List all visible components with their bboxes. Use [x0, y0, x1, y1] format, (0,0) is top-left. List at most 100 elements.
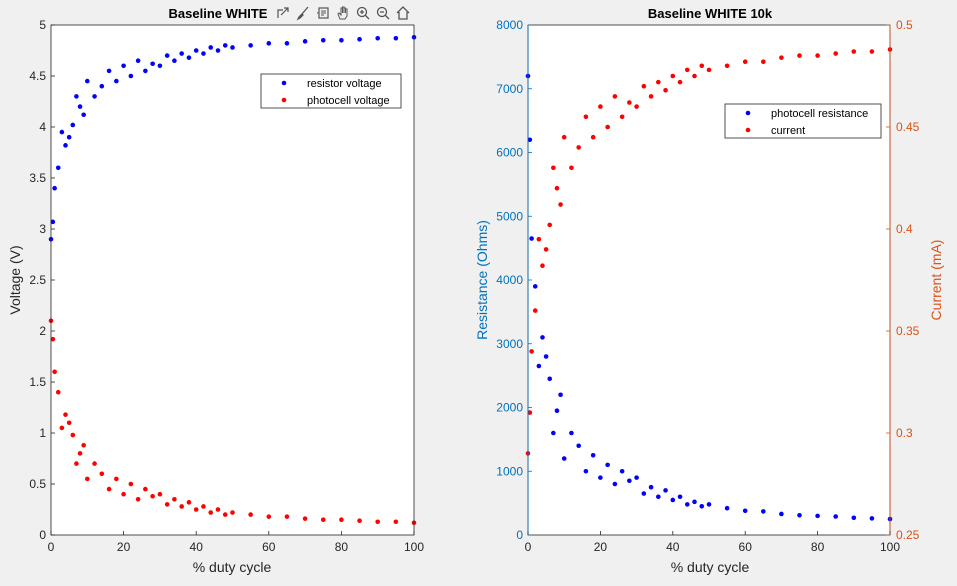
- right-series-1-point-28: [684, 67, 690, 73]
- right-series-1-point-40: [869, 49, 875, 54]
- right-series-1-point-31: [706, 67, 712, 73]
- left-plot-area: [51, 25, 414, 535]
- right-chart: 0 20 40 60 80 100 0 1000 2000 3000 4000 5000 6000 70…: [474, 6, 944, 575]
- home-button[interactable]: [394, 4, 412, 22]
- export-icon: [277, 7, 289, 18]
- export-button[interactable]: [274, 4, 292, 22]
- right-series-1-point-13: [576, 145, 581, 150]
- left-series-1-point-31: [230, 510, 235, 515]
- left-chart-title: Baseline WHITE: [169, 6, 268, 21]
- brush-button[interactable]: [294, 4, 312, 22]
- left-series-1-point-7: [70, 432, 76, 438]
- pan-icon: [337, 6, 348, 20]
- left-series-0-point-24: [179, 51, 184, 56]
- right-plot-area: [528, 25, 890, 535]
- left-series-1-point-29: [215, 507, 221, 512]
- right-y2-tick-label-4: 0.45: [896, 120, 920, 134]
- right-series-1-point-5: [540, 263, 545, 269]
- left-series-1-point-13: [99, 471, 105, 477]
- right-series-1-point-34: [761, 59, 766, 65]
- left-x-tick-label-1: 20: [117, 540, 131, 554]
- right-y2-tick-label-1: 0.3: [896, 426, 913, 440]
- right-y-tick-label-1: 1000: [496, 464, 523, 478]
- right-series-1-point-9: [554, 185, 560, 191]
- right-series-1-point-26: [670, 73, 676, 79]
- left-series-1-point-14: [106, 486, 112, 492]
- right-series-0-point-33: [742, 508, 748, 514]
- zoom-out-button[interactable]: [374, 4, 392, 22]
- right-series-0-point-16: [598, 475, 603, 480]
- left-legend-label-0: resistor voltage: [307, 78, 382, 90]
- left-series-0-point-11: [85, 78, 90, 84]
- left-series-1-point-18: [135, 497, 141, 502]
- right-series-0-point-27: [677, 494, 683, 500]
- zoom-in-button[interactable]: [354, 4, 372, 22]
- left-y-tick-label-4: 2: [39, 324, 46, 338]
- left-series-0-point-30: [222, 43, 228, 48]
- right-y-tick-label-0: 0: [516, 528, 523, 542]
- left-series-1-point-15: [114, 476, 119, 482]
- left-y-label: Voltage (V): [7, 245, 23, 314]
- left-series-0-point-20: [150, 61, 155, 67]
- left-series-0-point-25: [186, 55, 192, 60]
- right-series-0-point-4: [536, 363, 542, 369]
- left-series-0-point-39: [375, 35, 381, 41]
- right-x-label: % duty cycle: [671, 559, 750, 575]
- left-series-0-point-4: [59, 129, 65, 135]
- right-series-0-point-10: [558, 392, 563, 398]
- home-icon: [396, 6, 410, 20]
- right-series-0-point-8: [551, 430, 556, 436]
- left-y-tick-label-2: 1: [39, 426, 46, 440]
- right-series-1-point-8: [551, 165, 556, 171]
- left-series-1-point-16: [121, 491, 126, 497]
- right-y2-label: Current (mA): [928, 240, 944, 321]
- right-series-0-point-18: [612, 481, 618, 487]
- left-series-0-point-18: [135, 58, 141, 63]
- right-y-tick-label-3: 3000: [496, 337, 523, 351]
- left-series-0-point-27: [201, 51, 206, 56]
- right-y-ticks: 0 1000 2000 3000 4000 5000 6000 7000 8000: [496, 18, 532, 542]
- right-series-0-point-2: [529, 236, 534, 241]
- right-series-0-point-15: [590, 453, 596, 458]
- left-y-tick-label-10: 5: [39, 18, 46, 32]
- left-series-0-point-9: [77, 104, 83, 109]
- left-series-1-point-24: [179, 504, 184, 509]
- right-series-0-point-25: [663, 488, 668, 493]
- right-series-1-point-36: [797, 53, 802, 58]
- left-x-tick-label-2: 40: [190, 540, 204, 554]
- left-series-0-point-17: [128, 73, 134, 79]
- right-series-0-point-13: [576, 443, 581, 449]
- right-series-1-point-15: [590, 134, 596, 140]
- left-series-0-point-8: [74, 94, 79, 99]
- right-series-0-point-5: [540, 335, 545, 340]
- left-y-tick-label-1: 0.5: [29, 477, 46, 491]
- left-series-0-point-22: [164, 53, 170, 58]
- right-series-1-point-7: [547, 222, 553, 228]
- left-y-tick-label-7: 3.5: [29, 171, 46, 185]
- left-series-1-point-21: [157, 491, 163, 497]
- right-series-1-point-18: [612, 94, 618, 99]
- pan-button[interactable]: [334, 4, 352, 22]
- right-series-0-point-40: [869, 516, 875, 521]
- datatip-button[interactable]: [314, 4, 332, 22]
- left-series-1-point-40: [393, 519, 399, 525]
- left-series-0-point-35: [302, 39, 308, 44]
- left-series-0-point-10: [81, 112, 86, 118]
- left-series-1-point-8: [74, 461, 79, 466]
- right-series-0-point-11: [561, 456, 567, 461]
- axes-toolbar: [274, 4, 412, 22]
- right-chart-title: Baseline WHITE 10k: [648, 6, 773, 21]
- left-marks: [48, 34, 417, 526]
- right-series-0-point-23: [648, 484, 654, 490]
- right-series-0-point-20: [627, 478, 632, 484]
- left-series-0-point-15: [114, 78, 119, 84]
- left-y-tick-label-9: 4.5: [29, 69, 46, 83]
- left-series-1-point-19: [143, 486, 148, 492]
- left-series-1-point-2: [52, 369, 57, 375]
- left-y-ticks: 0 0.5 1 1.5 2 2.5 3 3.5 4 4.5 5: [29, 18, 55, 542]
- left-series-1-point-9: [77, 451, 83, 456]
- left-series-0-point-40: [393, 35, 399, 41]
- left-series-0-point-12: [92, 94, 97, 99]
- right-series-1-point-11: [561, 134, 567, 140]
